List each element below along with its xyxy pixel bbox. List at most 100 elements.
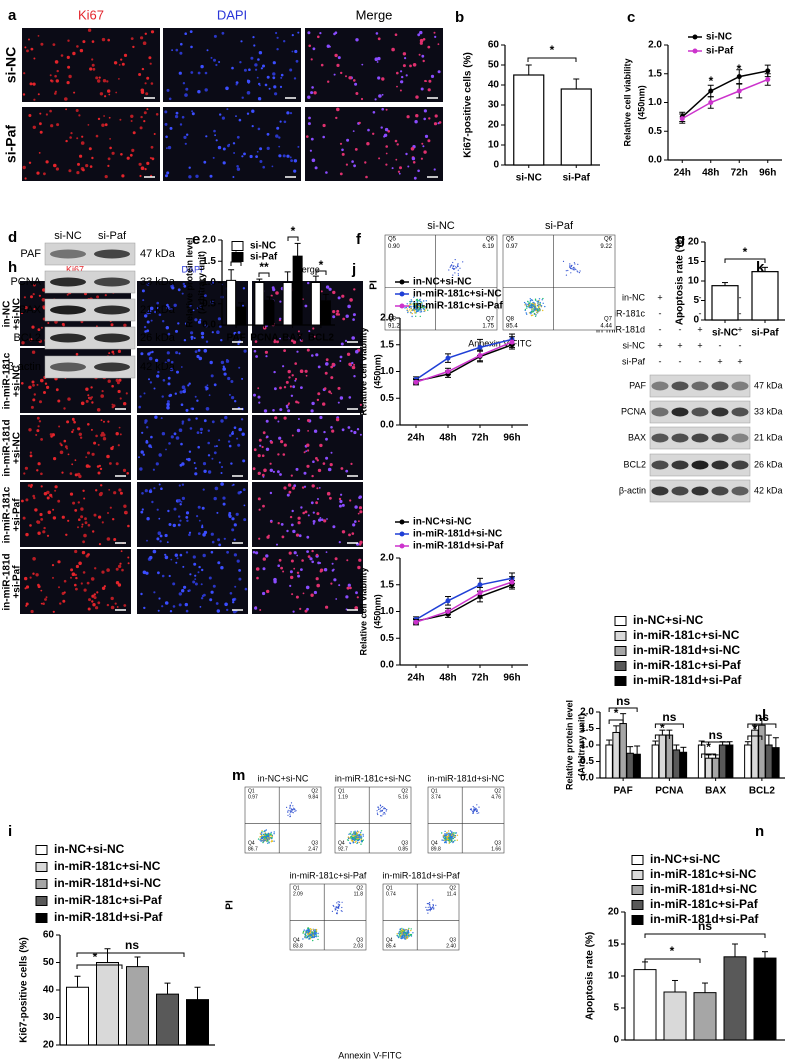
panel-letter: m bbox=[232, 767, 245, 784]
cell-dot bbox=[100, 394, 104, 398]
cell-dot bbox=[339, 355, 343, 359]
cell-dot bbox=[167, 509, 170, 513]
cell-dot bbox=[341, 428, 345, 432]
x-tick-label: 96h bbox=[759, 168, 776, 179]
bar bbox=[320, 300, 331, 326]
cell-dot bbox=[150, 82, 154, 85]
cell-dot bbox=[236, 167, 241, 171]
cell-dot bbox=[113, 538, 117, 541]
cell-dot bbox=[315, 553, 319, 557]
flow-dot bbox=[400, 934, 402, 937]
point bbox=[708, 88, 714, 94]
flow-dot bbox=[459, 267, 461, 269]
cell-dot bbox=[173, 432, 177, 436]
flow-dot bbox=[445, 838, 447, 841]
flow-dot bbox=[381, 810, 383, 812]
cell-dot bbox=[335, 116, 338, 120]
cell-dot bbox=[179, 519, 182, 522]
cell-dot bbox=[174, 553, 178, 557]
condition-sign: + bbox=[717, 356, 722, 366]
cell-dot bbox=[91, 396, 93, 399]
cell-dot bbox=[170, 558, 173, 561]
size-label: 26 kDa bbox=[754, 459, 783, 469]
cell-dot bbox=[91, 63, 95, 67]
cell-dot bbox=[50, 124, 54, 128]
cell-dot bbox=[325, 171, 328, 174]
cell-dot bbox=[250, 56, 254, 60]
flow-dot bbox=[314, 928, 316, 931]
cell-dot bbox=[347, 583, 351, 587]
flow-dot bbox=[446, 833, 448, 835]
cell-dot bbox=[316, 487, 319, 490]
size-label: 47 kDa bbox=[754, 380, 783, 390]
cell-dot bbox=[341, 503, 345, 507]
significance-label: * bbox=[737, 62, 742, 76]
condition-sign: + bbox=[737, 356, 742, 366]
cell-dot bbox=[270, 294, 273, 297]
flow-dot bbox=[409, 300, 411, 303]
quadrant-name: Q4 bbox=[386, 937, 393, 943]
legend-label: in-miR-181c+si-Paf bbox=[633, 658, 742, 672]
flow-dot bbox=[419, 315, 421, 318]
cell-dot bbox=[144, 82, 147, 85]
flow-dot bbox=[396, 935, 399, 937]
cell-dot bbox=[151, 350, 154, 354]
cell-dot bbox=[23, 472, 26, 475]
cell-dot bbox=[246, 112, 250, 115]
cell-dot bbox=[307, 95, 311, 99]
cell-dot bbox=[310, 501, 314, 505]
cell-dot bbox=[25, 602, 29, 606]
flow-dot bbox=[478, 806, 480, 808]
cell-dot bbox=[72, 51, 76, 56]
cell-dot bbox=[311, 549, 314, 553]
cell-dot bbox=[194, 578, 197, 580]
blot-band bbox=[671, 486, 689, 496]
cell-dot bbox=[372, 111, 376, 114]
row-label: in-NC bbox=[2, 301, 13, 328]
bar bbox=[186, 999, 209, 1046]
cell-dot bbox=[289, 570, 293, 574]
blot-band bbox=[94, 305, 130, 315]
cell-dot bbox=[39, 400, 42, 404]
cell-dot bbox=[331, 569, 334, 572]
flow-dot bbox=[267, 842, 269, 844]
quadrant-value: 91.2 bbox=[388, 324, 400, 330]
flow-dot bbox=[453, 836, 455, 839]
quadrant-value: 86.7 bbox=[248, 846, 258, 852]
cell-dot bbox=[277, 470, 280, 474]
cell-dot bbox=[190, 331, 194, 335]
cell-dot bbox=[99, 467, 103, 471]
cell-dot bbox=[74, 583, 77, 587]
cell-dot bbox=[242, 287, 246, 290]
cell-dot bbox=[322, 462, 326, 465]
cell-dot bbox=[68, 74, 72, 79]
cell-dot bbox=[143, 392, 146, 395]
cell-dot bbox=[315, 457, 318, 460]
cell-dot bbox=[428, 117, 431, 120]
cell-dot bbox=[45, 160, 49, 164]
cell-dot bbox=[65, 533, 68, 536]
cell-dot bbox=[396, 71, 399, 75]
flow-dot bbox=[397, 932, 400, 934]
flow-dot bbox=[528, 302, 530, 304]
cell-dot bbox=[341, 152, 345, 156]
cell-dot bbox=[149, 306, 154, 311]
cell-dot bbox=[33, 496, 36, 500]
cell-dot bbox=[161, 605, 164, 608]
flow-dot bbox=[453, 832, 455, 834]
flow-dot bbox=[526, 307, 528, 309]
cell-dot bbox=[181, 115, 185, 119]
cell-dot bbox=[346, 138, 350, 142]
y-tick-label: 40 bbox=[488, 80, 500, 91]
cell-dot bbox=[212, 156, 215, 159]
flow-dot bbox=[433, 907, 435, 909]
cell-dot bbox=[158, 597, 161, 600]
flow-dot bbox=[413, 301, 415, 303]
flow-dot bbox=[421, 304, 424, 307]
cell-dot bbox=[423, 109, 427, 113]
protein-label: BCL2 bbox=[13, 332, 41, 344]
significance-bracket bbox=[644, 958, 701, 963]
cell-dot bbox=[88, 598, 91, 602]
cell-dot bbox=[276, 48, 279, 51]
flow-dot bbox=[529, 300, 531, 302]
